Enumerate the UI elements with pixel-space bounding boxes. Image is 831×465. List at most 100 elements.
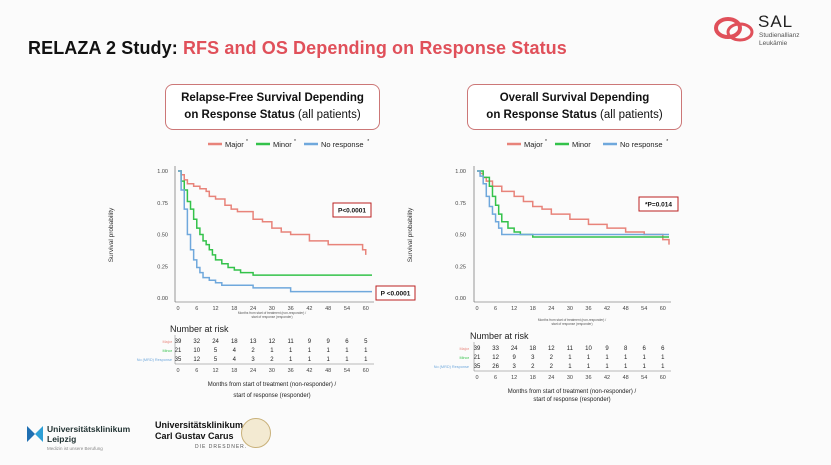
risk-cell: 6 — [661, 346, 665, 352]
risk-cell: 18 — [529, 346, 536, 352]
risk-cell: 1 — [643, 364, 647, 370]
p-value-box — [332, 202, 372, 218]
risk-cell: 1 — [661, 355, 665, 361]
ul-logo: Universitätsklinikum Leipzig Medizin ist… — [25, 422, 145, 456]
risk-cell: 1 — [624, 364, 628, 370]
risk-x-tick-label: 18 — [530, 375, 536, 381]
risk-cell: 1 — [308, 348, 312, 354]
risk-x-tick-label: 60 — [363, 368, 369, 374]
risk-cell: 1 — [327, 348, 331, 354]
x-axis-label-1: Months from start of treatment (non-resp… — [208, 382, 337, 388]
risk-x-tick-label: 54 — [641, 375, 647, 381]
p-value-box — [375, 285, 416, 301]
y-tick-label: 0.75 — [455, 201, 466, 207]
risk-cell: 18 — [231, 339, 238, 345]
risk-cell: 35 — [474, 364, 481, 370]
y-tick-label: 0.25 — [157, 264, 168, 270]
x-tick-label: 30 — [567, 306, 573, 312]
ukd-name-1: Universitätsklinikum — [155, 420, 244, 430]
x-tick-label: 60 — [363, 306, 369, 312]
ukd-tagline: DIE DRESDNER. — [195, 444, 248, 450]
legend-label: Minor — [572, 140, 591, 149]
legend-mark: * — [246, 139, 248, 145]
p-value-label: P<0.0001 — [338, 208, 366, 215]
y-tick-label: 0.50 — [455, 233, 466, 239]
legend-mark: * — [666, 139, 668, 145]
y-tick-label: 1.00 — [455, 169, 466, 175]
risk-cell: 39 — [474, 346, 481, 352]
risk-table-title: Number at risk — [170, 324, 229, 334]
series-line-none — [477, 170, 669, 236]
series-line-major — [477, 170, 670, 245]
risk-row-label: Major — [460, 347, 470, 351]
risk-x-tick-label: 12 — [511, 375, 517, 381]
risk-cell: 1 — [605, 364, 609, 370]
risk-cell: 3 — [512, 364, 516, 370]
ul-name-2: Leipzig — [47, 434, 77, 444]
slide-title: RELAZA 2 Study: RFS and OS Depending on … — [28, 38, 567, 59]
risk-cell: 21 — [474, 355, 481, 361]
p-value-label: *P=0.014 — [645, 202, 672, 209]
x-tick-label: 6 — [195, 306, 198, 312]
risk-cell: 9 — [308, 339, 312, 345]
rfs-title-line2: on Response Status — [184, 109, 295, 121]
risk-cell: 1 — [364, 348, 368, 354]
risk-cell: 4 — [233, 348, 237, 354]
x-tick-label: 36 — [585, 306, 591, 312]
risk-x-tick-label: 60 — [660, 375, 666, 381]
risk-cell: 1 — [345, 357, 349, 363]
inner-x-label-2: start of response (responder) — [251, 315, 292, 319]
risk-cell: 1 — [289, 357, 293, 363]
risk-cell: 1 — [587, 355, 591, 361]
x-tick-label: 48 — [325, 306, 331, 312]
risk-x-tick-label: 42 — [306, 368, 312, 374]
ukd-logo: Universitätsklinikum Carl Gustav Carus D… — [155, 418, 285, 458]
x-tick-label: 12 — [511, 306, 517, 312]
risk-x-tick-label: 36 — [585, 375, 591, 381]
risk-cell: 6 — [345, 339, 349, 345]
risk-cell: 12 — [193, 357, 200, 363]
risk-cell: 3 — [531, 355, 535, 361]
risk-x-tick-label: 48 — [623, 375, 629, 381]
risk-cell: 1 — [364, 357, 368, 363]
risk-x-tick-label: 30 — [567, 375, 573, 381]
risk-x-tick-label: 36 — [288, 368, 294, 374]
risk-cell: 9 — [327, 339, 331, 345]
x-tick-label: 0 — [176, 306, 179, 312]
y-tick-label: 0.25 — [455, 264, 466, 270]
risk-table-title: Number at risk — [470, 331, 529, 341]
y-tick-label: 0.75 — [157, 201, 168, 207]
risk-x-tick-label: 0 — [176, 368, 179, 374]
risk-cell: 2 — [251, 348, 255, 354]
risk-cell: 9 — [605, 346, 609, 352]
risk-cell: 12 — [548, 346, 555, 352]
risk-cell: 3 — [251, 357, 255, 363]
ukd-name-2: Carl Gustav Carus — [155, 431, 234, 441]
y-axis-label: Survival probability — [108, 207, 115, 262]
x-tick-label: 0 — [475, 306, 478, 312]
os-title-line2: on Response Status — [486, 109, 597, 121]
risk-cell: 1 — [345, 348, 349, 354]
risk-cell: 10 — [585, 346, 592, 352]
risk-row-label: No (MRD) Response — [137, 358, 172, 362]
risk-cell: 2 — [531, 364, 535, 370]
risk-x-tick-label: 18 — [231, 368, 237, 374]
x-tick-label: 6 — [494, 306, 497, 312]
risk-cell: 32 — [193, 339, 200, 345]
y-tick-label: 0.50 — [157, 233, 168, 239]
legend-label: Major — [225, 140, 244, 149]
inner-x-label-2: start of response (responder) — [551, 322, 592, 326]
legend-mark: * — [367, 139, 369, 145]
sal-logo-sub-1: Studienallianz — [759, 32, 800, 39]
risk-cell: 1 — [568, 364, 572, 370]
risk-cell: 24 — [511, 346, 518, 352]
sal-swirl-icon — [714, 17, 754, 42]
risk-row-label: Minor — [460, 356, 470, 360]
risk-x-tick-label: 6 — [494, 375, 497, 381]
sal-logo-sub-2: Leukämie — [759, 40, 788, 47]
os-title-box: Overall Survival Depending on Response S… — [467, 84, 682, 130]
risk-x-tick-label: 42 — [604, 375, 610, 381]
y-tick-label: 0.00 — [157, 296, 168, 302]
risk-cell: 1 — [661, 364, 665, 370]
sal-logo-name: SAL — [758, 12, 794, 31]
